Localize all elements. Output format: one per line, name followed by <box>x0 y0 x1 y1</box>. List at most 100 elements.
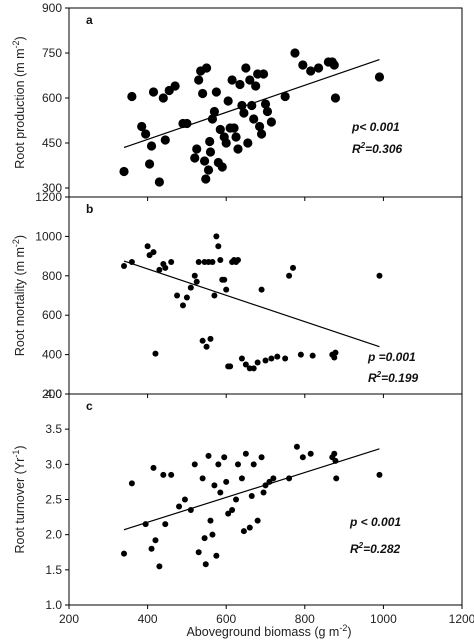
data-point <box>205 147 216 157</box>
data-point <box>293 443 300 450</box>
data-point <box>205 452 212 459</box>
data-point <box>174 292 181 299</box>
data-point <box>121 550 128 557</box>
data-point <box>239 108 249 118</box>
data-point <box>262 482 269 489</box>
data-point <box>142 521 149 528</box>
data-point <box>242 450 249 457</box>
data-point <box>217 489 224 496</box>
data-point <box>290 48 300 58</box>
y-tick-label: 600 <box>42 91 62 105</box>
data-point <box>183 294 190 301</box>
data-point <box>199 337 206 344</box>
data-point <box>274 353 281 360</box>
data-point <box>262 357 269 364</box>
data-point <box>193 278 200 285</box>
data-point <box>202 561 209 568</box>
plot-frame <box>68 196 463 395</box>
data-point <box>146 141 157 151</box>
data-point <box>223 478 230 485</box>
data-point <box>234 257 241 264</box>
data-point <box>262 106 273 117</box>
data-point <box>203 165 214 175</box>
data-point <box>205 136 215 147</box>
data-point <box>246 524 253 531</box>
data-point <box>227 75 237 85</box>
data-point <box>162 264 169 271</box>
data-point <box>215 124 225 135</box>
data-point <box>332 457 339 464</box>
data-point <box>280 91 290 102</box>
data-point <box>258 454 265 461</box>
data-point <box>144 159 155 169</box>
data-point <box>245 75 255 85</box>
data-point <box>247 100 257 111</box>
y-tick-label: 1.0 <box>45 598 62 612</box>
data-point <box>237 100 247 111</box>
data-point <box>199 156 210 166</box>
y-tick-label: 4.0 <box>45 387 62 401</box>
y-axis-label: Root mortality (m m-2) <box>11 235 27 356</box>
data-point <box>241 63 251 73</box>
data-point <box>254 517 261 524</box>
data-point <box>191 272 198 279</box>
r-squared-label: R2=0.199 <box>368 370 418 385</box>
data-point <box>203 343 210 350</box>
p-value-label: p =0.001 <box>367 350 416 364</box>
data-point <box>299 454 306 461</box>
data-point <box>215 243 222 250</box>
regression-line <box>123 448 380 531</box>
data-point <box>176 503 183 510</box>
data-point <box>211 87 221 97</box>
data-point <box>144 243 151 250</box>
data-point <box>179 302 186 309</box>
data-point <box>258 286 265 293</box>
regression-line <box>123 260 380 348</box>
data-point <box>297 351 304 358</box>
y-tick-label: 400 <box>42 348 62 362</box>
data-point <box>227 363 234 370</box>
data-point <box>256 129 267 139</box>
data-point <box>215 461 222 468</box>
data-point <box>221 276 228 283</box>
data-point <box>238 355 245 362</box>
r-squared-label: R2=0.306 <box>352 141 402 156</box>
panel-a: 300 450 600 750 900 Root production (m m-2) a p… <box>11 1 463 201</box>
panel-letter: c <box>86 399 93 413</box>
data-point <box>313 63 324 73</box>
data-point <box>148 87 159 97</box>
data-point <box>156 563 163 570</box>
data-point <box>207 114 218 124</box>
x-tick-label: 200 <box>59 612 79 626</box>
data-point <box>309 352 316 359</box>
data-point <box>192 144 202 154</box>
data-point <box>229 507 236 514</box>
data-point <box>268 355 275 362</box>
data-point <box>207 517 214 524</box>
data-point <box>260 489 267 496</box>
data-point <box>248 492 255 499</box>
data-point <box>234 461 241 468</box>
data-point <box>160 471 167 478</box>
data-point <box>198 88 208 99</box>
data-point <box>150 464 157 471</box>
x-tick-label: 1000 <box>370 612 397 626</box>
data-point <box>329 60 339 70</box>
data-point <box>282 355 289 362</box>
data-point <box>233 496 240 503</box>
y-tick-label: 200 <box>42 387 62 401</box>
data-point <box>250 461 257 468</box>
data-point <box>156 266 163 273</box>
data-point <box>154 177 164 187</box>
y-tick-label: 1200 <box>35 190 62 204</box>
panel-letter: b <box>86 202 93 216</box>
data-point <box>243 138 253 148</box>
data-point <box>266 478 273 485</box>
data-point <box>331 354 338 361</box>
data-point <box>331 450 338 457</box>
x-tick-label: 1200 <box>449 612 474 626</box>
r-squared-label: R2=0.282 <box>350 541 400 556</box>
data-point <box>209 259 216 266</box>
data-point <box>211 482 218 489</box>
p-value-label: p< 0.001 <box>351 120 400 134</box>
